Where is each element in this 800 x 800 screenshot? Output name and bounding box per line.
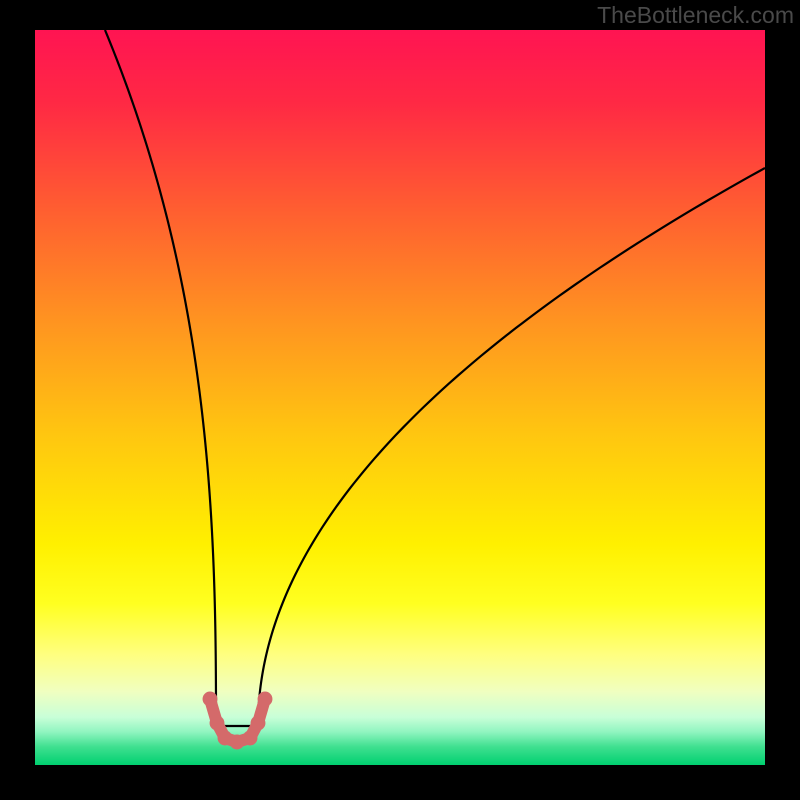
- watermark-text: TheBottleneck.com: [597, 2, 794, 29]
- optimal-marker-bead: [243, 731, 258, 746]
- optimal-marker-bead: [210, 716, 225, 731]
- optimal-marker-bead: [230, 735, 245, 750]
- optimal-marker-bead: [203, 692, 218, 707]
- optimal-marker-bead: [258, 692, 273, 707]
- bottleneck-chart: [0, 0, 800, 800]
- chart-stage: TheBottleneck.com: [0, 0, 800, 800]
- optimal-marker-bead: [251, 716, 266, 731]
